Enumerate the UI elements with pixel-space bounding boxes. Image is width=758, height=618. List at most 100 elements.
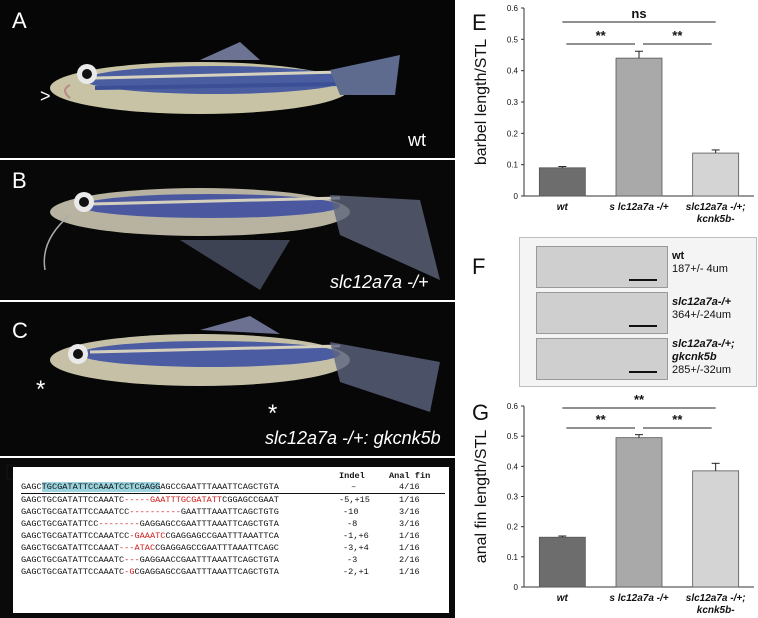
y-tick-label: 0.2: [507, 523, 519, 532]
panel-e-letter: E: [472, 10, 487, 35]
sequence-row: GAGCTGCGATATTCCAAATCC-GAAATCCGAGGAGCCGAA…: [21, 531, 279, 541]
seq-part: CGAGGAGCCGAATTTAAATTCAGCTGTA: [134, 567, 279, 577]
seq-part: CGAGGAGCCGAATTTAAATTCAGC: [155, 543, 279, 553]
indel-value: -5,+15: [339, 495, 370, 505]
sequence-row: GAGCTGCGATATTCCAAATC-GCGAGGAGCCGAATTTAAA…: [21, 567, 279, 577]
y-tick-label: 0.6: [507, 4, 519, 13]
sequence-row: GAGCTGCGATATTCCAAATC-----GAATTTGCGATATTC…: [21, 495, 279, 505]
panel-c-genotype-label: slc12a7a -/+: gkcnk5b: [265, 428, 441, 448]
panel-a-letter: A: [12, 8, 27, 33]
table-divider: [21, 493, 445, 494]
seq-suffix: AGCCGAATTTAAATTCAGCTGTA: [160, 482, 279, 492]
seq-insertion: ATAC: [134, 543, 156, 553]
y-tick-label: 0.3: [507, 493, 519, 502]
seq-part: GAGCTGCGATATTCCAAATC: [21, 495, 125, 505]
significance-label: **: [596, 412, 607, 427]
indel-value: -1,+6: [343, 531, 369, 541]
barbel-asterisk: *: [36, 376, 46, 403]
anal-fin-value: 4/16: [399, 482, 420, 492]
barbel-micrograph-panel: wt 187+/- 4um slc12a7a-/+ 364+/-24um slc12…: [519, 237, 757, 387]
indel-value: -3: [347, 555, 358, 565]
y-tick-label: 0.4: [507, 462, 519, 471]
seq-part: GAGCTGCGATATTCCAAATCC: [21, 507, 130, 517]
y-tick-label: 0.5: [507, 35, 519, 44]
zebrafish-mutant-illustration: [43, 188, 440, 290]
x-tick-label: slc12a7a -/+;: [686, 593, 746, 604]
measurement-text: 364+/-24um: [672, 309, 732, 321]
indel-value: -3,+4: [343, 543, 369, 553]
significance-label: **: [634, 392, 645, 407]
seq-deletion: -: [124, 567, 130, 577]
x-tick-label: wt: [557, 202, 569, 213]
seq-part: GAGCTGCGATATTCCAAATC: [21, 567, 125, 577]
seq-deletion: ---: [119, 543, 135, 553]
bar: [692, 470, 740, 588]
bar: [615, 437, 663, 588]
seq-deletion: --------: [98, 519, 140, 529]
anal-fin-value: 1/16: [399, 543, 420, 553]
indel-value: -8: [347, 519, 358, 529]
seq-part: GAGGAGCCGAATTTAAATTCAGCTGTA: [139, 519, 279, 529]
panel-d-frame: D Indel Anal fin GAGCTGCGATATTCCAAATCCTC…: [0, 458, 455, 618]
micrograph-label: wt 187+/- 4um: [672, 250, 728, 276]
panel-b-photo: [0, 160, 455, 300]
anal-fin-length-chart: 0 0.1 0.2 0.3 0.4 0.5 0.6 anal fin length/STL wt…: [473, 392, 754, 616]
seq-part: GAGCTGCGATATTCC: [21, 519, 99, 529]
zebrafish-wt-illustration: [50, 42, 400, 114]
bar: [692, 152, 740, 197]
micrograph-mutant: [536, 292, 668, 334]
y-tick-label: 0: [514, 192, 519, 201]
anal-fin-value: 1/16: [399, 495, 420, 505]
indel-value: –: [351, 482, 357, 492]
x-tick-label: wt: [557, 593, 569, 604]
seq-deletion: -----: [124, 495, 150, 505]
y-tick-label: 0.6: [507, 402, 519, 411]
seq-insertion: GAAATC: [134, 531, 166, 541]
measurement-text: 187+/- 4um: [672, 263, 728, 275]
anal-fin-value: 3/16: [399, 507, 420, 517]
seq-insertion: GAATTTGCGATATT: [149, 495, 223, 505]
y-tick-label: 0: [514, 583, 519, 592]
seq-part: GAGCTGCGATATTCCAAATCC: [21, 531, 130, 541]
y-axis-label: anal fin length/STL: [473, 430, 490, 564]
x-tick-label: slc12a7a -/+;: [686, 202, 746, 213]
y-tick-label: 0.3: [507, 98, 519, 107]
anal-fin-header: Anal fin: [389, 471, 431, 481]
x-tick-label: kcnk5b-: [697, 605, 735, 616]
panel-g-letter: G: [472, 400, 490, 425]
barbel-marker: >: [40, 86, 51, 106]
sequence-row: GAGCTGCGATATTCCAAATCC----------GAATTTAAA…: [21, 507, 279, 517]
measurement-text: 285+/-32um: [672, 364, 732, 376]
bar: [538, 167, 586, 197]
significance-label: ns: [631, 6, 646, 21]
panel-f-letter: F: [472, 254, 486, 279]
micrograph-wt: [536, 246, 668, 288]
seq-part: CGGAGCCGAAT: [222, 495, 279, 505]
x-tick-label: s lc12a7a -/+: [609, 202, 668, 213]
panel-b-letter: B: [12, 168, 27, 193]
seq-deletion: -: [129, 531, 135, 541]
significance-label: **: [672, 412, 683, 427]
genotype-text: wt: [672, 250, 685, 262]
indel-value: -2,+1: [343, 567, 369, 577]
anal-fin-asterisk: *: [268, 400, 278, 427]
seq-part: GAATTTAAATTCAGCTGTG: [180, 507, 279, 517]
y-tick-label: 0.5: [507, 432, 519, 441]
bar: [538, 536, 586, 588]
y-tick-label: 0.2: [507, 129, 519, 138]
scale-bar: [629, 325, 657, 327]
significance-label: **: [672, 28, 683, 43]
seq-target-highlight: TGCGATATTCCAAATCCTCGAGG: [41, 482, 161, 492]
genotype-text: slc12a7a-/+: [672, 296, 732, 308]
sequence-row: GAGCTGCGATATTCCAAATC---GAGGAACCGAATTTAAA…: [21, 555, 279, 565]
seq-part: GAGCTGCGATATTCCAAATC: [21, 555, 125, 565]
scale-bar: [629, 371, 657, 373]
anal-fin-value: 2/16: [399, 555, 420, 565]
y-tick-label: 0.4: [507, 67, 519, 76]
sequence-row: GAGCTGCGATATTCC--------GAGGAGCCGAATTTAAA…: [21, 519, 279, 529]
barbel-length-chart: 0 0.1 0.2 0.3 0.4 0.5 0.6 barbel length/STL wt s …: [473, 4, 754, 225]
significance-label: **: [596, 28, 607, 43]
indel-value: -10: [343, 507, 359, 517]
indel-header: Indel: [339, 471, 365, 481]
panel-c-photo: [0, 302, 455, 456]
